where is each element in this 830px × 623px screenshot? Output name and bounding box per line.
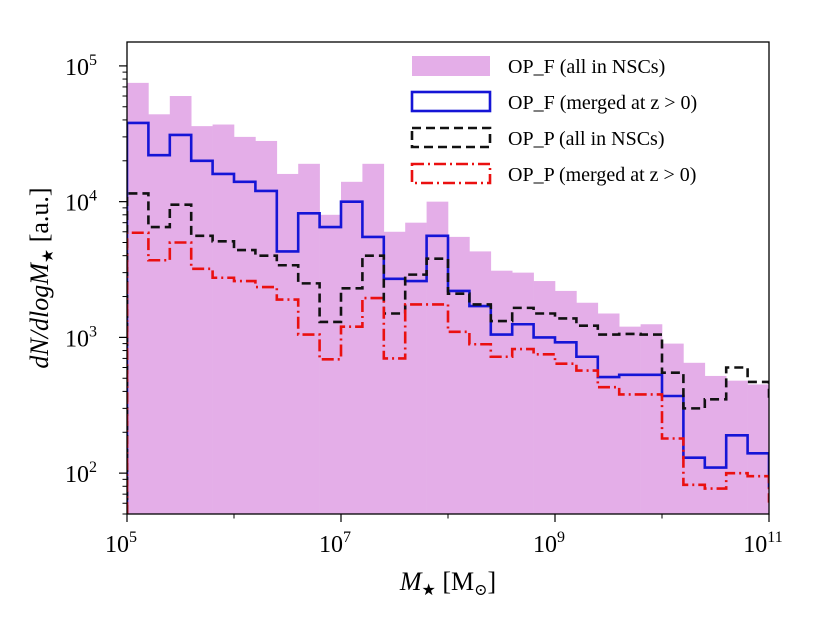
bar-op-f-all-in-nscs-8 bbox=[298, 163, 320, 514]
x-axis-label-unit-sub: ⊙ bbox=[474, 582, 487, 599]
x-axis-label-main: M bbox=[399, 567, 423, 596]
bar-op-f-all-in-nscs-12 bbox=[383, 231, 406, 514]
legend-swatch-op-p-merged bbox=[410, 162, 492, 185]
bar-op-f-all-in-nscs-14 bbox=[426, 201, 449, 514]
bar-op-f-all-in-nscs-28 bbox=[726, 380, 748, 514]
x-axis-label: M★ [M⊙] bbox=[399, 567, 496, 599]
bar-op-f-all-in-nscs-2 bbox=[169, 96, 192, 514]
bar-op-f-all-in-nscs-13 bbox=[405, 222, 427, 514]
svg-text:M★ [M⊙]: M★ [M⊙] bbox=[399, 567, 496, 599]
bar-op-f-all-in-nscs-29 bbox=[747, 384, 769, 514]
legend-label-op-p-all: OP_P (all in NSCs) bbox=[508, 128, 665, 150]
bar-op-f-all-in-nscs-18 bbox=[512, 272, 534, 514]
legend-swatch-op-f-merged bbox=[410, 90, 492, 113]
bar-op-f-all-in-nscs-26 bbox=[683, 362, 706, 514]
x-tick-label-7: 107 bbox=[319, 529, 351, 558]
bar-op-f-all-in-nscs-4 bbox=[212, 124, 235, 514]
y-axis-label-sub: ★ bbox=[40, 249, 57, 263]
legend-swatch-op-p-all bbox=[410, 126, 492, 149]
y-axis-label-main: dN/dlogM bbox=[25, 262, 54, 369]
bar-op-f-all-in-nscs-15 bbox=[448, 236, 470, 514]
bar-op-f-all-in-nscs-24 bbox=[640, 324, 663, 514]
legend: OP_F (all in NSCs) OP_F (merged at z > 0… bbox=[410, 56, 697, 186]
step-line-op-p-merged-at-z-0 bbox=[127, 231, 769, 514]
bar-op-f-all-in-nscs-27 bbox=[704, 375, 727, 514]
series-op-p-merged-at-z-0 bbox=[127, 231, 769, 514]
x-tick-label-11: 1011 bbox=[743, 529, 782, 558]
bar-op-f-all-in-nscs-30 bbox=[769, 382, 791, 514]
x-tick-label-5: 105 bbox=[105, 529, 137, 558]
y-tick-label-4: 104 bbox=[65, 188, 97, 217]
bar-op-f-all-in-nscs-31 bbox=[790, 389, 812, 514]
bar-op-f-all-in-nscs-32 bbox=[812, 396, 830, 514]
series-layer bbox=[127, 82, 830, 514]
bar-op-f-all-in-nscs-10 bbox=[341, 181, 363, 514]
y-tick-label-3: 103 bbox=[65, 323, 97, 352]
x-axis-label-close: ] bbox=[488, 567, 497, 596]
bar-op-f-all-in-nscs-23 bbox=[619, 326, 641, 514]
x-tick-label-9: 109 bbox=[533, 529, 565, 558]
bar-op-f-all-in-nscs-0 bbox=[127, 82, 149, 514]
legend-label-op-f-all: OP_F (all in NSCs) bbox=[508, 56, 665, 78]
bar-op-f-all-in-nscs-11 bbox=[362, 163, 385, 514]
legend-label-op-f-merged: OP_F (merged at z > 0) bbox=[508, 92, 697, 114]
ticks-layer: 105 107 109 1011 102 103 104 105 bbox=[65, 52, 783, 558]
bar-op-f-all-in-nscs-21 bbox=[576, 302, 599, 514]
y-axis-label: dN/dlogM★ [a.u.] bbox=[25, 187, 57, 368]
bar-op-f-all-in-nscs-6 bbox=[255, 140, 278, 514]
y-tick-label-5: 105 bbox=[65, 52, 97, 81]
x-axis-label-unit: [M bbox=[436, 567, 474, 596]
y-tick-label-2: 102 bbox=[65, 459, 97, 488]
bar-op-f-all-in-nscs-7 bbox=[276, 173, 299, 514]
step-line-op-f-merged-at-z-0 bbox=[127, 121, 769, 514]
bar-op-f-all-in-nscs-19 bbox=[533, 281, 556, 514]
bar-op-f-all-in-nscs-16 bbox=[469, 251, 492, 514]
x-axis-label-sub: ★ bbox=[421, 582, 435, 599]
legend-swatch-op-f-all bbox=[412, 56, 490, 76]
y-axis-label-unit: [a.u.] bbox=[25, 187, 54, 248]
bar-op-f-all-in-nscs-25 bbox=[662, 343, 684, 514]
bar-op-f-all-in-nscs-9 bbox=[319, 214, 342, 514]
bar-op-f-all-in-nscs-5 bbox=[234, 136, 256, 514]
bar-op-f-all-in-nscs-3 bbox=[191, 126, 213, 514]
legend-label-op-p-merged: OP_P (merged at z > 0) bbox=[508, 164, 696, 186]
bar-op-f-all-in-nscs-20 bbox=[555, 290, 577, 514]
bar-op-f-all-in-nscs-22 bbox=[597, 313, 620, 514]
svg-text:dN/dlogM★ [a.u.]: dN/dlogM★ [a.u.] bbox=[25, 187, 57, 368]
bar-op-f-all-in-nscs-17 bbox=[490, 270, 513, 514]
series-op-f-merged-at-z-0 bbox=[127, 121, 769, 514]
bar-op-f-all-in-nscs-1 bbox=[148, 114, 171, 514]
